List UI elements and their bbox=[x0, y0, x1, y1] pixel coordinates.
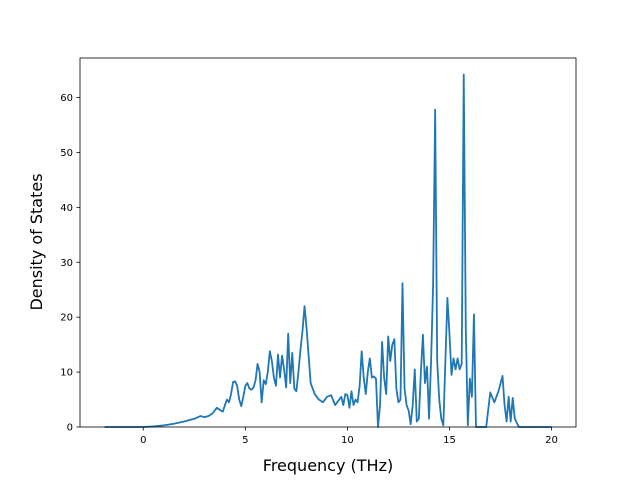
y-axis-ticks: 0 10 20 30 40 50 60 bbox=[60, 93, 80, 434]
y-tick-label: 0 bbox=[67, 423, 73, 434]
y-tick-label: 40 bbox=[60, 203, 73, 214]
x-tick-label: 0 bbox=[140, 435, 146, 446]
y-tick-label: 60 bbox=[60, 93, 73, 104]
y-tick-label: 50 bbox=[60, 148, 73, 159]
x-axis-label: Frequency (THz) bbox=[263, 456, 393, 475]
y-tick-label: 30 bbox=[60, 258, 73, 269]
x-tick-label: 10 bbox=[341, 435, 354, 446]
dos-series-line bbox=[104, 73, 552, 428]
y-tick-label: 10 bbox=[60, 368, 73, 379]
x-tick-label: 20 bbox=[545, 435, 558, 446]
x-tick-label: 5 bbox=[242, 435, 248, 446]
x-tick-label: 15 bbox=[443, 435, 456, 446]
y-tick-label: 20 bbox=[60, 313, 73, 324]
plot-frame bbox=[79, 57, 577, 428]
y-axis-label: Density of States bbox=[27, 173, 46, 310]
